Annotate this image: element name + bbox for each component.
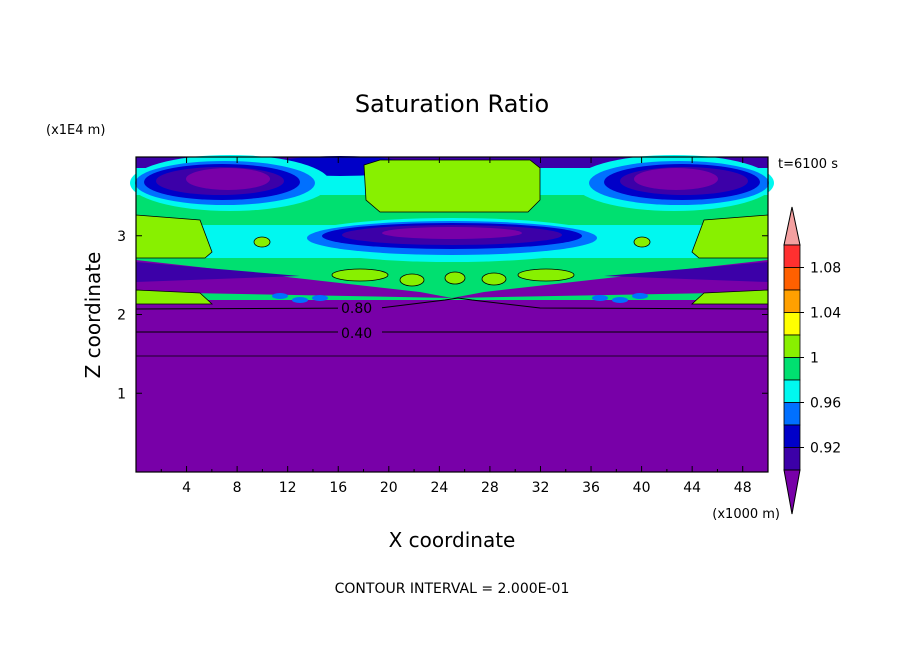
contour-label-bg-040 bbox=[338, 325, 382, 341]
field-speckle-4 bbox=[592, 295, 608, 301]
colorbar-segment-4 bbox=[783, 312, 801, 336]
field-left-wedge-inner bbox=[136, 262, 300, 282]
x-tick-label-12: 12 bbox=[279, 480, 297, 496]
x-tick-label-28: 28 bbox=[481, 480, 499, 496]
x-tick-label-4: 4 bbox=[182, 480, 191, 496]
colorbar-segment-9 bbox=[783, 424, 801, 448]
field-green-blob-5 bbox=[517, 268, 575, 282]
y-tick-label-3: 3 bbox=[117, 229, 126, 245]
x-tick-label-24: 24 bbox=[430, 480, 448, 496]
y-unit-label: (x1E4 m) bbox=[46, 123, 105, 138]
y-axis: 1 2 3 bbox=[117, 229, 768, 402]
colorbar-segment-5 bbox=[783, 334, 801, 358]
field-left-green-dot bbox=[253, 236, 271, 248]
contour-label-040: 0.40 bbox=[341, 326, 372, 342]
contour-label-080: 0.80 bbox=[341, 301, 372, 317]
field-left-core bbox=[186, 168, 270, 190]
x-tick-label-40: 40 bbox=[633, 480, 651, 496]
contour-lines: 0.80 0.40 bbox=[135, 297, 769, 357]
colorbar-top-arrow bbox=[783, 206, 801, 246]
colorbar-tick-label-5: 0.92 bbox=[810, 441, 841, 457]
colorbar: 1.08 1.04 1 0.96 0.92 bbox=[783, 206, 841, 515]
field-green-blob-4 bbox=[481, 272, 507, 286]
colorbar-tick-label-2: 1.04 bbox=[810, 306, 841, 322]
chart-title: Saturation Ratio bbox=[355, 90, 549, 118]
colorbar-segment-6 bbox=[783, 357, 801, 381]
field-speckle-5 bbox=[612, 297, 628, 303]
contour-interval-footer: CONTOUR INTERVAL = 2.000E-01 bbox=[335, 581, 570, 597]
colorbar-segment-7 bbox=[783, 379, 801, 403]
colorbar-tick-label-3: 1 bbox=[810, 351, 819, 367]
field-speckle-2 bbox=[292, 297, 308, 303]
field-speckle-1 bbox=[272, 293, 288, 299]
field-green-cap bbox=[363, 159, 541, 213]
x-unit-label: (x1000 m) bbox=[712, 507, 780, 522]
x-axis-title: X coordinate bbox=[389, 528, 516, 552]
time-label: t=6100 s bbox=[778, 157, 838, 172]
field-speckle-3 bbox=[312, 295, 328, 301]
field-speckle-6 bbox=[632, 293, 648, 299]
y-tick-label-2: 2 bbox=[117, 308, 126, 324]
field-right-green-dot bbox=[633, 236, 651, 248]
colorbar-segment-1 bbox=[783, 244, 801, 268]
colorbar-bottom-arrow bbox=[783, 469, 801, 515]
field-right-core bbox=[634, 168, 718, 190]
colorbar-tick-label-1: 1.08 bbox=[810, 261, 841, 277]
saturation-field bbox=[130, 155, 774, 472]
contour-label-bg-080 bbox=[338, 300, 382, 316]
y-tick-label-1: 1 bbox=[117, 386, 126, 402]
x-tick-label-48: 48 bbox=[734, 480, 752, 496]
field-green-blob-2 bbox=[399, 273, 425, 287]
x-tick-label-44: 44 bbox=[683, 480, 701, 496]
field-right-wedge-inner bbox=[604, 262, 768, 282]
colorbar-segment-8 bbox=[783, 402, 801, 426]
field-green-blob-3 bbox=[444, 271, 466, 285]
colorbar-segment-3 bbox=[783, 289, 801, 313]
field-band-dry bbox=[136, 300, 768, 472]
x-tick-label-16: 16 bbox=[329, 480, 347, 496]
x-tick-label-20: 20 bbox=[380, 480, 398, 496]
y-axis-title: Z coordinate bbox=[81, 252, 105, 379]
colorbar-segment-10 bbox=[783, 447, 801, 471]
field-mid-core bbox=[382, 227, 522, 239]
field-right-green-lobe bbox=[691, 214, 769, 259]
x-tick-label-36: 36 bbox=[582, 480, 600, 496]
x-tick-label-8: 8 bbox=[233, 480, 242, 496]
colorbar-segment-2 bbox=[783, 267, 801, 291]
colorbar-tick-label-4: 0.96 bbox=[810, 396, 841, 412]
x-axis: 4 8 12 16 20 24 28 32 36 40 44 48 bbox=[160, 157, 752, 496]
x-tick-label-32: 32 bbox=[532, 480, 550, 496]
field-green-blob-1 bbox=[331, 268, 389, 282]
field-left-green-lobe bbox=[135, 214, 213, 259]
